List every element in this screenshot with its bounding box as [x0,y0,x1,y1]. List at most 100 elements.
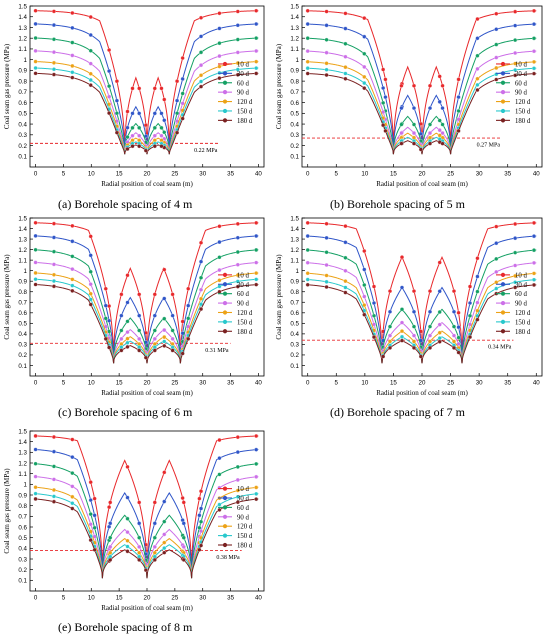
legend-label: 60 d [237,291,249,298]
series-marker [427,333,433,338]
y-tick-label: 1 [296,268,300,275]
y-tick-label: 0.6 [18,100,27,107]
series-marker [235,249,240,255]
series-marker [162,118,167,123]
legend-label: 180 d [237,543,253,550]
series-marker [198,296,204,301]
series-marker [143,123,148,128]
series-marker [198,73,204,78]
series-marker [387,324,393,329]
series-marker [51,284,57,289]
series-marker [305,271,310,276]
series-marker [107,69,112,74]
series-marker [70,25,75,30]
series-marker [125,516,130,521]
series-marker [235,67,240,72]
y-tick-label: 0.5 [18,111,27,118]
y-tick-label: 1.2 [290,247,299,254]
series-marker [152,133,157,138]
series-marker [88,480,93,485]
series-marker [387,309,393,314]
series-marker [217,76,222,81]
series-marker [88,83,93,88]
series-marker [387,339,393,344]
series-marker [254,233,259,239]
series-marker [137,328,142,333]
series-marker [399,83,404,88]
series-marker [70,484,75,489]
legend-label: 180 d [237,329,253,336]
series-marker [371,300,377,306]
chart-svg: 0.1 0.2 0.3 0.4 0.5 0.6 0.7 0.8 0.9 1 1.1 1.2 1.3 1.4… [3,428,265,612]
series-marker [254,71,259,76]
x-tick-label: 25 [171,595,178,602]
series-marker [33,48,38,53]
series-marker [324,72,329,78]
series-marker [107,318,112,323]
series-marker [451,324,457,329]
series-marker [494,42,499,47]
y-tick-label: 1 [24,268,28,275]
series-marker [33,282,38,287]
series-marker [254,271,259,276]
series-marker [198,519,204,524]
series-marker [70,40,75,45]
series-marker [456,95,461,100]
legend-label: 60 d [515,80,527,87]
series-marker [70,494,75,499]
y-tick-label: 0.3 [290,342,299,349]
series-marker [411,131,417,136]
y-tick-label: 1.3 [290,25,299,32]
series-marker [440,131,445,136]
legend-label: 120 d [515,310,531,317]
series-marker [399,131,404,136]
series-marker [175,130,180,135]
series-marker [531,260,537,265]
series-marker [324,9,329,14]
series-marker [254,485,259,490]
legend-marker [222,524,228,529]
series-marker [456,335,461,340]
series-marker [362,294,367,299]
series-marker [125,336,130,341]
series-marker [152,544,157,549]
series-marker [399,338,405,343]
series-marker [217,456,222,461]
series-marker [162,267,167,272]
series-marker [235,9,240,14]
y-tick-label: 0.4 [18,546,27,553]
series-marker [114,130,119,135]
series-marker [427,83,433,88]
series-marker [494,241,499,246]
series-marker [343,255,348,260]
y-tick-label: 1.1 [18,471,27,478]
series-marker [494,27,499,32]
series-marker [33,461,38,466]
series-marker [217,268,222,273]
series-marker [467,300,473,306]
series-marker [70,506,75,511]
y-tick-label: 1.3 [18,236,27,243]
series-marker [70,471,75,476]
series-marker [399,122,404,127]
series-marker [92,547,97,552]
y-tick-label: 0.3 [18,342,27,349]
legend-marker [500,71,506,76]
series-marker [427,106,433,111]
series-marker [456,325,461,330]
series-marker [162,343,167,348]
series-marker [324,61,329,66]
series-marker [513,61,518,66]
series-marker [427,289,433,294]
series-marker [411,289,417,294]
series-marker [427,339,433,344]
y-tick-label: 0.6 [290,100,299,107]
series-marker [170,348,175,353]
series-marker [451,309,457,314]
series-marker [399,329,405,334]
series-marker [217,284,222,289]
legend-label: 180 d [237,118,253,125]
series-marker [70,239,75,244]
legend-label: 90 d [515,90,527,97]
series-marker [186,316,191,321]
